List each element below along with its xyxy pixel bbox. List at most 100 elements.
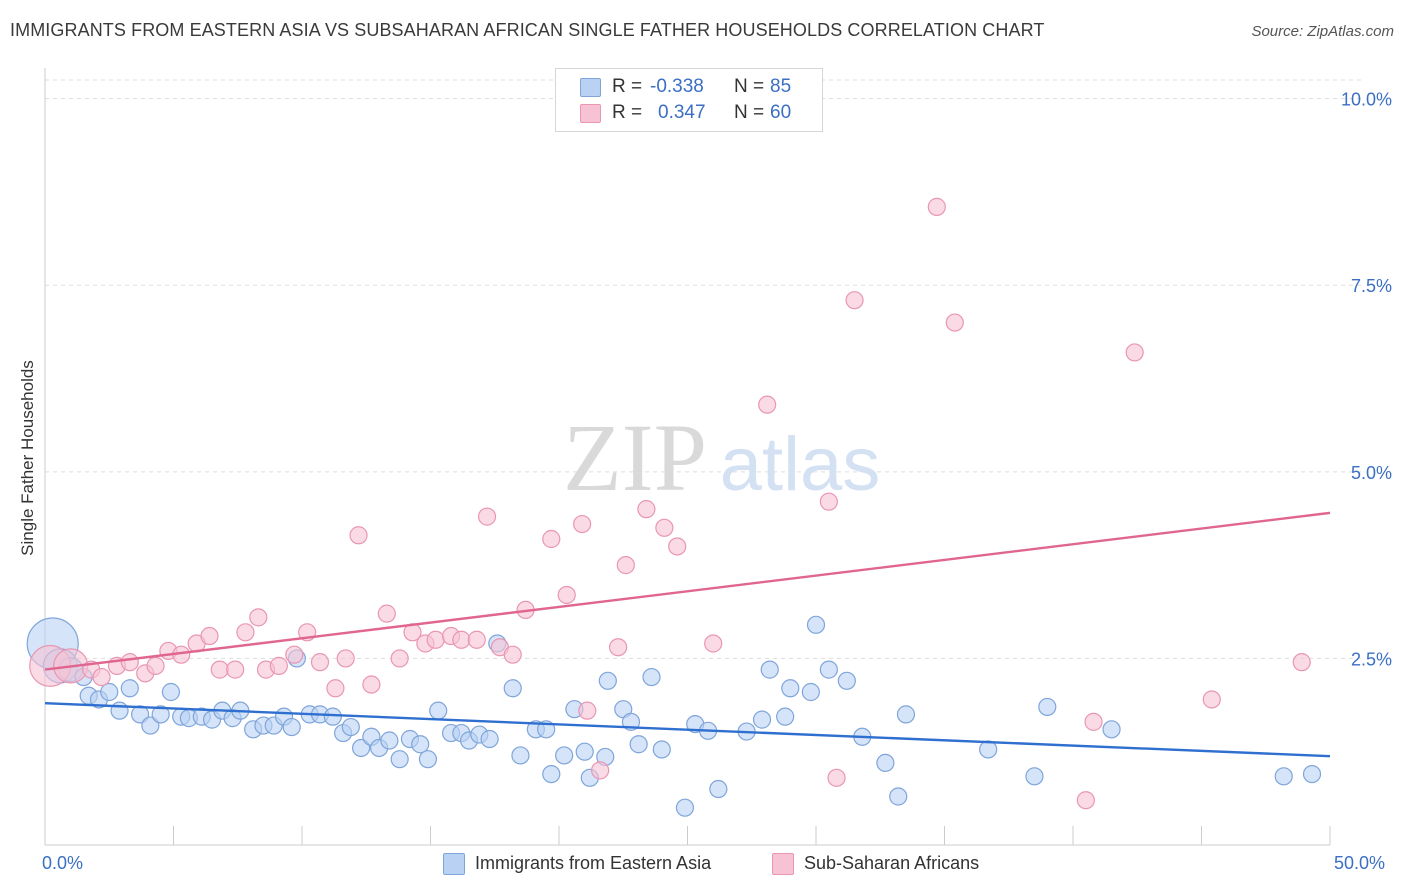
data-point bbox=[336, 649, 355, 668]
y-tick-label: 7.5% bbox=[1351, 276, 1392, 296]
data-point bbox=[752, 710, 772, 729]
data-point bbox=[555, 746, 574, 765]
data-point bbox=[249, 608, 268, 627]
y-tick-labels: 2.5% 5.0% 7.5% 10.0% bbox=[1341, 90, 1392, 670]
legend-r-label: R = bbox=[612, 76, 643, 97]
data-point bbox=[668, 537, 687, 556]
data-point bbox=[806, 615, 826, 634]
data-point bbox=[837, 671, 856, 690]
data-point bbox=[282, 717, 301, 737]
source-label: Source: ZipAtlas.com bbox=[1251, 23, 1394, 40]
data-point bbox=[377, 604, 396, 623]
data-point bbox=[945, 313, 964, 332]
data-point bbox=[1274, 767, 1293, 786]
legend-swatch-blue bbox=[580, 78, 601, 97]
data-point bbox=[927, 197, 946, 216]
data-point bbox=[269, 656, 288, 675]
axes bbox=[44, 68, 1331, 846]
data-point bbox=[542, 764, 561, 784]
data-point bbox=[326, 679, 345, 698]
data-point bbox=[429, 701, 448, 720]
data-point bbox=[573, 514, 592, 534]
data-point bbox=[323, 707, 342, 726]
data-point bbox=[896, 705, 916, 724]
data-point bbox=[819, 492, 838, 511]
data-point bbox=[591, 761, 610, 780]
data-point bbox=[629, 735, 648, 754]
data-point bbox=[609, 638, 628, 657]
data-point bbox=[598, 671, 617, 690]
y-tick-label: 5.0% bbox=[1351, 463, 1392, 483]
data-point bbox=[352, 738, 371, 758]
data-point bbox=[110, 701, 129, 720]
data-point bbox=[100, 682, 119, 702]
data-point bbox=[675, 798, 695, 817]
data-point bbox=[390, 750, 409, 769]
data-point bbox=[362, 675, 381, 694]
data-point bbox=[704, 634, 723, 653]
series-swatch-pink bbox=[772, 853, 794, 875]
data-point bbox=[120, 679, 139, 698]
data-point bbox=[452, 630, 471, 649]
data-point bbox=[141, 716, 160, 735]
data-point bbox=[652, 740, 671, 759]
legend-n-value-blue: 85 bbox=[770, 76, 792, 97]
watermark-atlas: atlas bbox=[720, 422, 881, 507]
data-point bbox=[542, 529, 561, 549]
data-point bbox=[1076, 791, 1095, 810]
data-point bbox=[578, 701, 597, 720]
data-point bbox=[467, 630, 486, 649]
data-point bbox=[637, 500, 656, 519]
data-point bbox=[310, 653, 330, 672]
legend-n-label: N = bbox=[734, 76, 765, 97]
data-point bbox=[819, 660, 838, 679]
data-point bbox=[146, 656, 165, 675]
data-point bbox=[1202, 690, 1221, 709]
data-point bbox=[776, 707, 795, 726]
grid-lines bbox=[45, 79, 1365, 659]
data-point bbox=[477, 507, 497, 526]
data-point bbox=[390, 649, 409, 668]
watermark-zip: ZIP bbox=[563, 404, 707, 511]
series-blue-points bbox=[26, 615, 1322, 817]
data-point bbox=[503, 679, 522, 698]
data-point bbox=[92, 667, 111, 687]
data-point bbox=[1038, 697, 1057, 717]
data-point bbox=[380, 731, 399, 750]
x-tick-label-min: 0.0% bbox=[42, 853, 84, 873]
legend-n-value-pink: 60 bbox=[770, 102, 792, 123]
data-point bbox=[1302, 764, 1322, 784]
series-swatch-blue bbox=[443, 853, 465, 875]
data-point bbox=[557, 585, 576, 605]
legend-swatch-pink bbox=[580, 104, 601, 123]
data-point bbox=[1025, 767, 1044, 786]
data-point bbox=[1102, 720, 1121, 739]
data-point bbox=[130, 705, 150, 724]
data-point bbox=[411, 735, 430, 754]
trend-lines bbox=[44, 511, 1331, 758]
legend-n-label: N = bbox=[734, 102, 765, 123]
data-point bbox=[760, 660, 779, 679]
data-point bbox=[151, 705, 170, 724]
data-point bbox=[642, 667, 661, 687]
data-point bbox=[709, 779, 728, 799]
y-tick-label: 2.5% bbox=[1351, 649, 1392, 669]
data-point bbox=[349, 526, 368, 545]
data-point bbox=[1084, 712, 1103, 731]
data-point bbox=[801, 682, 820, 702]
series-label-pink: Sub-Saharan Africans bbox=[804, 853, 980, 873]
data-point bbox=[341, 717, 360, 737]
data-point bbox=[120, 653, 139, 672]
data-points bbox=[26, 197, 1322, 817]
data-point bbox=[236, 623, 255, 642]
chart-title: IMMIGRANTS FROM EASTERN ASIA VS SUBSAHAR… bbox=[10, 20, 1045, 40]
data-point bbox=[845, 291, 864, 310]
data-point bbox=[1292, 653, 1311, 672]
data-point bbox=[210, 660, 229, 679]
data-point bbox=[503, 645, 522, 664]
y-tick-label: 10.0% bbox=[1341, 90, 1392, 110]
data-point bbox=[655, 518, 674, 537]
data-point bbox=[781, 679, 800, 698]
data-point bbox=[285, 645, 304, 664]
